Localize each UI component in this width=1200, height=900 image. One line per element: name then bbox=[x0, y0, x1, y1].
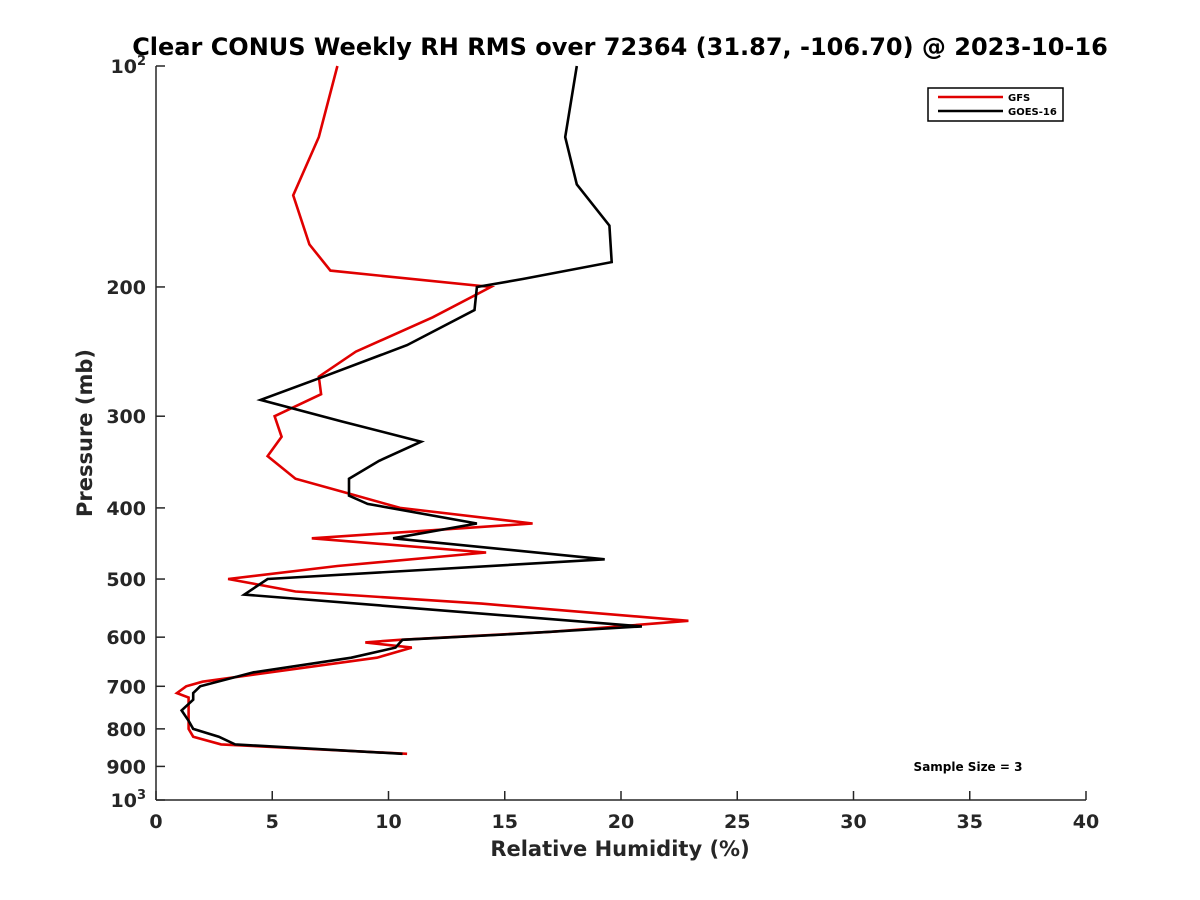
y-tick-label: 700 bbox=[106, 676, 146, 698]
x-tick-label: 0 bbox=[149, 811, 162, 833]
y-tick-label: 900 bbox=[106, 756, 146, 778]
x-tick-label: 5 bbox=[266, 811, 279, 833]
legend-label-goes16: GOES-16 bbox=[1008, 107, 1057, 118]
y-tick-label: 300 bbox=[106, 406, 146, 428]
x-tick-label: 15 bbox=[492, 811, 518, 833]
series-line-gfs bbox=[174, 65, 689, 756]
y-tick-label: 400 bbox=[106, 498, 146, 520]
y-tick-label: 200 bbox=[106, 277, 146, 299]
x-axis-ticks: 0 5 10 15 20 25 30 35 40 bbox=[149, 791, 1099, 833]
legend-box bbox=[927, 87, 1064, 122]
x-tick-label: 25 bbox=[724, 811, 750, 833]
x-tick-label: 30 bbox=[840, 811, 866, 833]
y-tick-label: 103 bbox=[111, 788, 147, 812]
legend: GFS GOES-16 bbox=[927, 87, 1064, 122]
x-tick-label: 20 bbox=[608, 811, 634, 833]
y-tick-label: 600 bbox=[106, 627, 146, 649]
y-tick-label: 500 bbox=[106, 569, 146, 591]
plot-frame bbox=[155, 66, 1086, 801]
x-tick-label: 35 bbox=[957, 811, 983, 833]
sample-size-annotation: Sample Size = 3 bbox=[914, 760, 1023, 774]
series-layer bbox=[174, 65, 689, 756]
x-tick-label: 40 bbox=[1073, 811, 1099, 833]
y-tick-label: 102 bbox=[111, 54, 147, 78]
legend-label-gfs: GFS bbox=[1008, 93, 1030, 104]
x-axis-label: Relative Humidity (%) bbox=[490, 837, 749, 861]
chart-title: Clear CONUS Weekly RH RMS over 72364 (31… bbox=[132, 33, 1108, 61]
y-axis-label: Pressure (mb) bbox=[73, 349, 97, 517]
x-tick-label: 10 bbox=[375, 811, 401, 833]
series-line-goes16 bbox=[179, 65, 643, 756]
y-axis-ticks: 102 200 300 400 500 600 700 800 900 103 bbox=[106, 54, 165, 812]
y-tick-label: 800 bbox=[106, 719, 146, 741]
